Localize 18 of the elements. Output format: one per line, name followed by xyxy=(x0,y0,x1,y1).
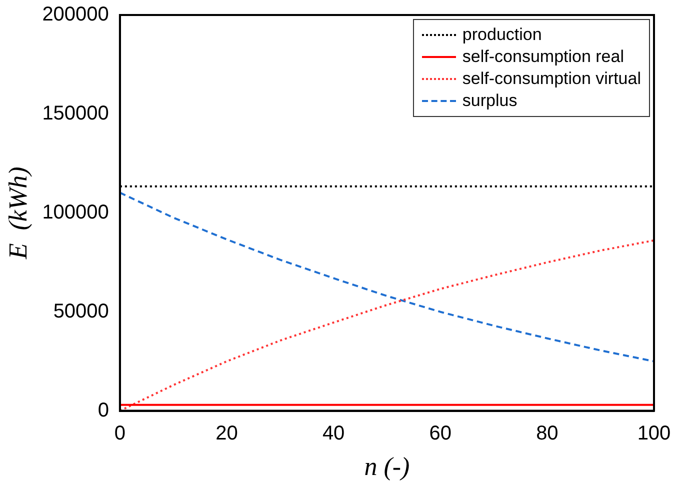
x-tick-label: 40 xyxy=(322,422,345,444)
legend-label: self-consumption real xyxy=(462,46,624,68)
legend-label: production xyxy=(462,24,542,46)
y-tick-label: 50000 xyxy=(53,300,109,322)
legend-label: self-consumption virtual xyxy=(462,68,641,90)
legend-label: surplus xyxy=(462,90,518,112)
y-axis-title: E (kWh) xyxy=(3,166,32,260)
y-tick-label: 100000 xyxy=(42,201,109,224)
x-tick-label: 0 xyxy=(114,422,126,444)
y-tick-label: 0 xyxy=(98,399,109,422)
y-tick-label: 200000 xyxy=(42,4,109,26)
line-series xyxy=(120,192,654,362)
y-tick-label: 150000 xyxy=(42,102,109,124)
x-tick-label: 60 xyxy=(429,422,452,444)
x-tick-label: 100 xyxy=(637,422,671,444)
x-axis-title: n (-) xyxy=(364,452,410,482)
x-tick-label: 80 xyxy=(536,422,558,444)
x-tick-label: 20 xyxy=(216,422,238,444)
